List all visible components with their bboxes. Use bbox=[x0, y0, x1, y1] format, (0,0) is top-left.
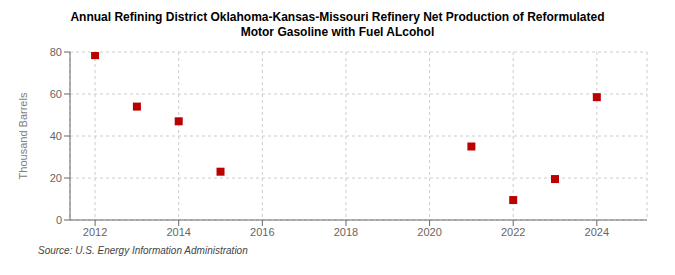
svg-text:2022: 2022 bbox=[501, 226, 525, 238]
svg-text:2018: 2018 bbox=[334, 226, 358, 238]
html-text:Source: U.S. Energy Informatio: Source: U.S. Energy Information Administ… bbox=[38, 245, 248, 256]
svg-text:40: 40 bbox=[50, 130, 62, 142]
svg-text:60: 60 bbox=[50, 88, 62, 100]
svg-text:80: 80 bbox=[50, 46, 62, 58]
svg-text:2016: 2016 bbox=[250, 226, 274, 238]
svg-text:2024: 2024 bbox=[585, 226, 609, 238]
html-text:Annual Refining District Oklah: Annual Refining District Oklahoma-Kansas… bbox=[70, 10, 605, 39]
svg-text:2012: 2012 bbox=[83, 226, 107, 238]
svg-text:2020: 2020 bbox=[417, 226, 441, 238]
svg-text:20: 20 bbox=[50, 172, 62, 184]
svg-text:Thousand Barrels: Thousand Barrels bbox=[17, 92, 29, 179]
svg-text:0: 0 bbox=[56, 214, 62, 226]
svg-text:2014: 2014 bbox=[166, 226, 190, 238]
